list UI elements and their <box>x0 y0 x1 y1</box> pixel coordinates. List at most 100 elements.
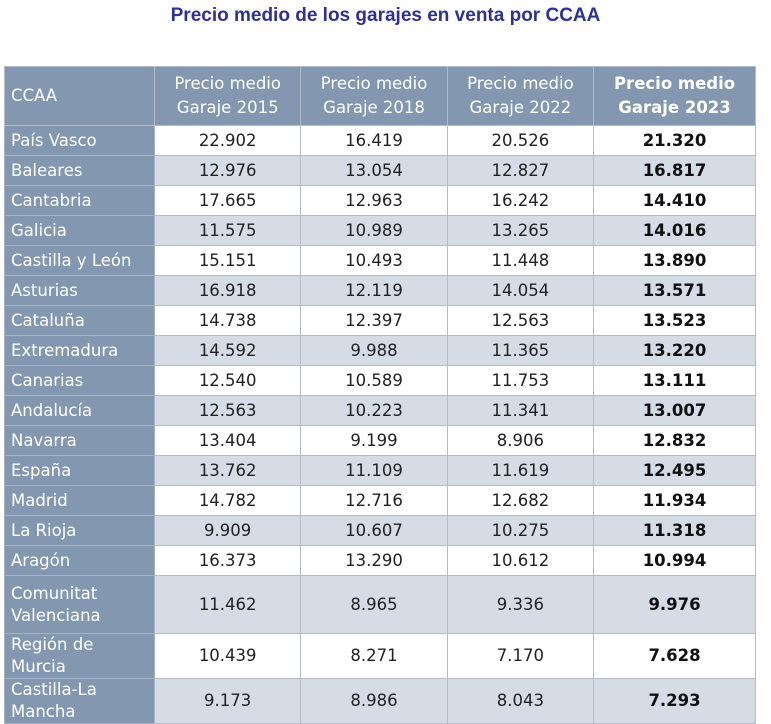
header-row: CCAA Precio medio Garaje 2015 Precio med… <box>4 66 756 126</box>
value-2018: 13.054 <box>300 155 448 186</box>
table-row: Aragón 16.373 13.290 10.612 10.994 <box>4 545 756 576</box>
name-cell: España <box>4 455 155 486</box>
table-row: Comunitat Valenciana 11.462 8.965 9.336 9.97… <box>4 575 756 634</box>
table-row: Asturias 16.918 12.119 14.054 13.571 <box>4 275 756 306</box>
name-cell: País Vasco <box>4 125 155 156</box>
value-2015: 14.738 <box>153 305 302 336</box>
header-2023: Precio medio Garaje 2023 <box>593 66 756 126</box>
value-2015: 15.151 <box>153 245 302 276</box>
table-row: País Vasco 22.902 16.419 20.526 21.320 <box>4 125 756 156</box>
value-2023: 13.890 <box>593 245 756 276</box>
value-2018: 10.989 <box>300 215 448 246</box>
value-2022: 16.242 <box>446 185 595 216</box>
value-2022: 9.336 <box>446 575 595 634</box>
value-2023: 10.994 <box>593 545 756 576</box>
value-2015: 11.575 <box>153 215 302 246</box>
value-2023: 7.293 <box>593 678 756 724</box>
name-cell: La Rioja <box>4 515 155 546</box>
value-2022: 8.043 <box>446 678 595 724</box>
header-2018: Precio medio Garaje 2018 <box>300 66 448 126</box>
value-2023: 11.934 <box>593 485 756 516</box>
header-2015: Precio medio Garaje 2015 <box>153 66 302 126</box>
value-2015: 12.563 <box>153 395 302 426</box>
value-2015: 10.439 <box>153 633 302 679</box>
value-2018: 16.419 <box>300 125 448 156</box>
value-2018: 9.988 <box>300 335 448 366</box>
table-row: Castilla y León 15.151 10.493 11.448 13.890 <box>4 245 756 276</box>
value-2015: 13.404 <box>153 425 302 456</box>
value-2018: 10.223 <box>300 395 448 426</box>
value-2015: 13.762 <box>153 455 302 486</box>
value-2018: 10.589 <box>300 365 448 396</box>
value-2023: 13.220 <box>593 335 756 366</box>
name-cell: Navarra <box>4 425 155 456</box>
value-2015: 12.540 <box>153 365 302 396</box>
page-title: Precio medio de los garajes en venta por… <box>170 5 601 26</box>
table-row: La Rioja 9.909 10.607 10.275 11.318 <box>4 515 756 546</box>
name-cell: Canarias <box>4 365 155 396</box>
table-row: Extremadura 14.592 9.988 11.365 13.220 <box>4 335 756 366</box>
name-cell: Cataluña <box>4 305 155 336</box>
value-2022: 11.619 <box>446 455 595 486</box>
table-row: Canarias 12.540 10.589 11.753 13.111 <box>4 365 756 396</box>
value-2022: 13.265 <box>446 215 595 246</box>
value-2018: 8.965 <box>300 575 448 634</box>
value-2022: 14.054 <box>446 275 595 306</box>
value-2018: 9.199 <box>300 425 448 456</box>
value-2015: 11.462 <box>153 575 302 634</box>
table-row: Cataluña 14.738 12.397 12.563 13.523 <box>4 305 756 336</box>
name-cell: Andalucía <box>4 395 155 426</box>
value-2022: 7.170 <box>446 633 595 679</box>
table-row: Madrid 14.782 12.716 12.682 11.934 <box>4 485 756 516</box>
value-2018: 12.397 <box>300 305 448 336</box>
name-cell: Castilla-La Mancha <box>4 678 155 724</box>
value-2022: 11.753 <box>446 365 595 396</box>
value-2015: 22.902 <box>153 125 302 156</box>
value-2023: 16.817 <box>593 155 756 186</box>
name-cell: Extremadura <box>4 335 155 366</box>
name-cell: Aragón <box>4 545 155 576</box>
table-row: Baleares 12.976 13.054 12.827 16.817 <box>4 155 756 186</box>
name-cell: Baleares <box>4 155 155 186</box>
value-2022: 8.906 <box>446 425 595 456</box>
value-2018: 12.716 <box>300 485 448 516</box>
table-row: Región de Murcia 10.439 8.271 7.170 7.628 <box>4 633 756 679</box>
value-2015: 14.592 <box>153 335 302 366</box>
value-2022: 20.526 <box>446 125 595 156</box>
value-2018: 10.607 <box>300 515 448 546</box>
value-2022: 10.612 <box>446 545 595 576</box>
value-2018: 8.986 <box>300 678 448 724</box>
name-cell: Comunitat Valenciana <box>4 575 155 634</box>
header-2022: Precio medio Garaje 2022 <box>446 66 595 126</box>
value-2023: 9.976 <box>593 575 756 634</box>
value-2022: 12.682 <box>446 485 595 516</box>
value-2023: 11.318 <box>593 515 756 546</box>
value-2018: 12.119 <box>300 275 448 306</box>
value-2022: 11.341 <box>446 395 595 426</box>
value-2023: 13.523 <box>593 305 756 336</box>
value-2018: 11.109 <box>300 455 448 486</box>
value-2023: 14.410 <box>593 185 756 216</box>
name-cell: Castilla y León <box>4 245 155 276</box>
name-cell: Asturias <box>4 275 155 306</box>
value-2023: 12.832 <box>593 425 756 456</box>
value-2015: 14.782 <box>153 485 302 516</box>
name-cell: Cantabria <box>4 185 155 216</box>
value-2022: 11.448 <box>446 245 595 276</box>
name-cell: Galicia <box>4 215 155 246</box>
value-2018: 12.963 <box>300 185 448 216</box>
table-row: Andalucía 12.563 10.223 11.341 13.007 <box>4 395 756 426</box>
table-row: Castilla-La Mancha 9.173 8.986 8.043 7.293 <box>4 678 756 724</box>
name-cell: Región de Murcia <box>4 633 155 679</box>
value-2023: 13.007 <box>593 395 756 426</box>
header-ccaa: CCAA <box>4 66 155 126</box>
table-row: Cantabria 17.665 12.963 16.242 14.410 <box>4 185 756 216</box>
value-2023: 13.111 <box>593 365 756 396</box>
value-2015: 9.909 <box>153 515 302 546</box>
value-2015: 9.173 <box>153 678 302 724</box>
value-2015: 17.665 <box>153 185 302 216</box>
value-2018: 10.493 <box>300 245 448 276</box>
value-2015: 16.373 <box>153 545 302 576</box>
table-row: Navarra 13.404 9.199 8.906 12.832 <box>4 425 756 456</box>
value-2015: 16.918 <box>153 275 302 306</box>
